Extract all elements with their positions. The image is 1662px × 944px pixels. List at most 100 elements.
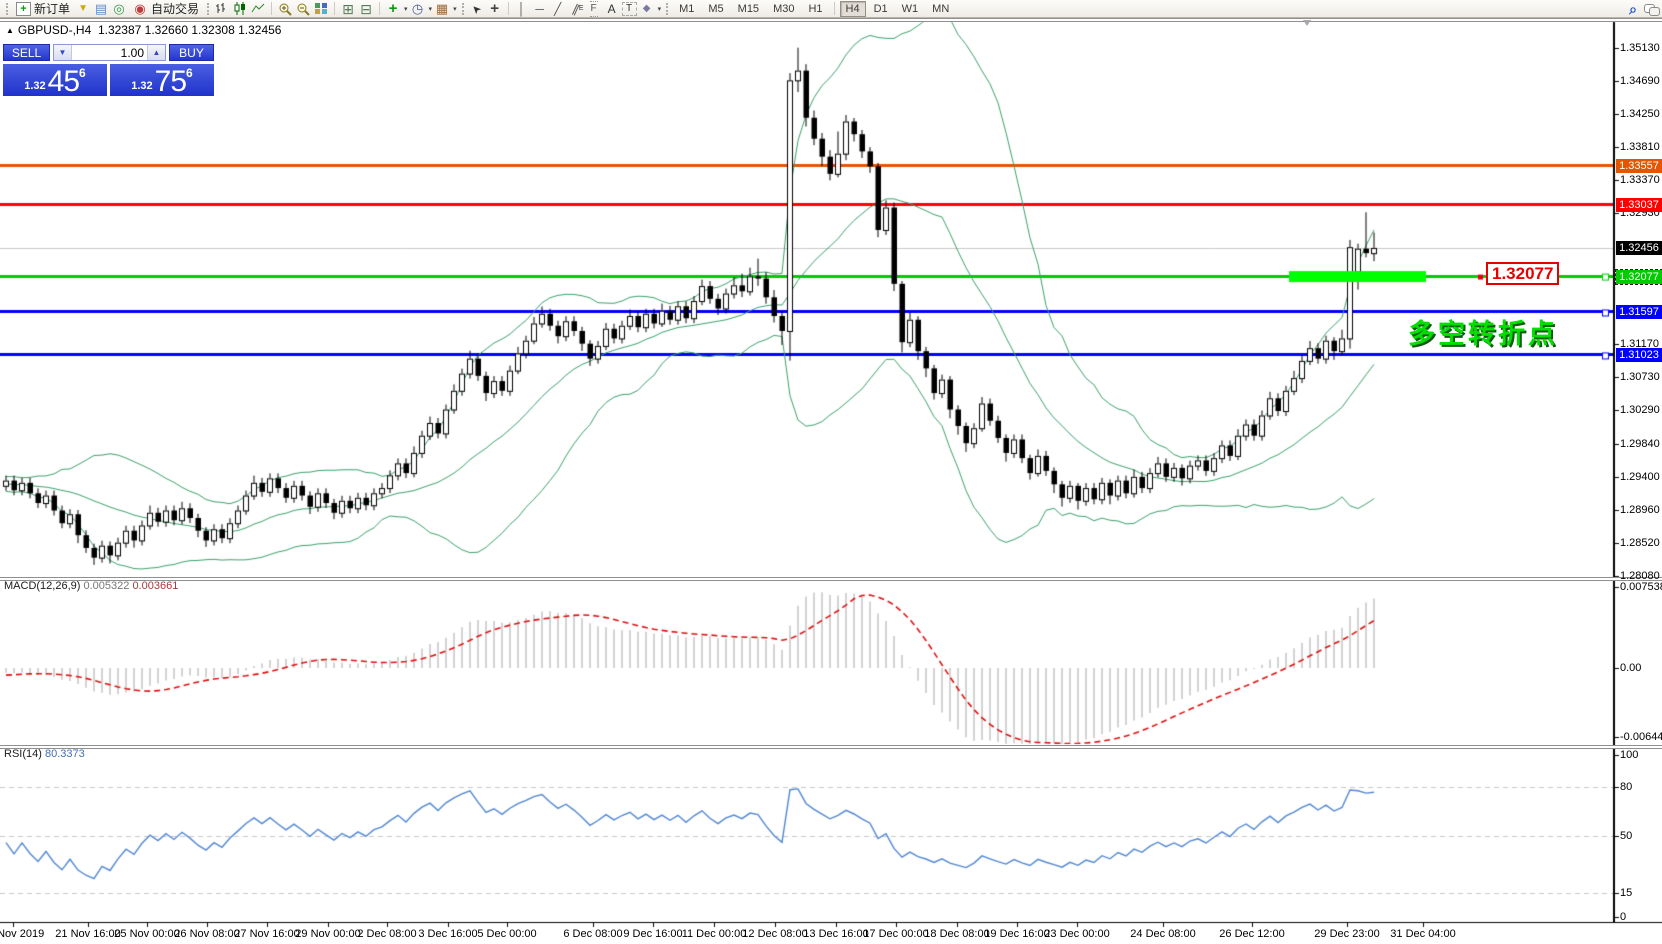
time-axis-label: 17 Dec 00:00 xyxy=(863,928,929,940)
toolbar-drag-handle xyxy=(461,2,464,15)
timeframe-m30[interactable]: M30 xyxy=(767,1,800,17)
arrows-tool-icon[interactable] xyxy=(639,2,655,16)
price-axis-label: 1.33370 xyxy=(1620,173,1660,186)
crosshair-icon[interactable] xyxy=(487,2,503,16)
trendline-tool-icon[interactable] xyxy=(550,2,566,16)
rsi-axis-label: 50 xyxy=(1620,830,1633,842)
zoom-out-icon[interactable] xyxy=(295,2,311,16)
pane-separator[interactable] xyxy=(0,577,1662,581)
timeframe-h1[interactable]: H1 xyxy=(802,1,828,17)
timeframe-w1[interactable]: W1 xyxy=(896,1,925,17)
timeframe-m1[interactable]: M1 xyxy=(673,1,700,17)
price-axis-label: 1.34250 xyxy=(1620,108,1660,121)
price-axis-label: 1.30290 xyxy=(1620,404,1660,417)
buy-price-point: 6 xyxy=(186,66,193,80)
time-axis-label: 20 Nov 2019 xyxy=(0,928,45,940)
timeframe-h4[interactable]: H4 xyxy=(839,0,866,17)
timeframe-m15[interactable]: M15 xyxy=(732,1,765,17)
time-axis-label: 23 Dec 00:00 xyxy=(1044,928,1110,940)
sell-price-point: 6 xyxy=(79,66,86,80)
price-level-tag[interactable]: 1.31023 xyxy=(1616,348,1662,363)
cursor-icon[interactable] xyxy=(469,2,485,16)
toolbar-separator xyxy=(833,2,835,15)
templates-icon[interactable] xyxy=(434,2,450,16)
volume-increase-button[interactable]: ▲ xyxy=(147,45,165,60)
toolbar-separator xyxy=(379,2,381,15)
macd-signal-value: 0.003661 xyxy=(132,580,179,592)
pane-separator[interactable] xyxy=(0,745,1662,749)
volume-decrease-button[interactable]: ▼ xyxy=(54,45,72,60)
chevron-down-icon[interactable]: ▾ xyxy=(404,5,408,13)
macd-axis-label: -0.006446 xyxy=(1620,731,1662,744)
price-level-tag[interactable]: 1.33557 xyxy=(1616,158,1662,173)
toolbar-drag-handle xyxy=(6,2,8,15)
buy-price-base: 1.32 xyxy=(131,80,153,92)
signals-icon[interactable] xyxy=(111,2,127,16)
time-axis-label: 31 Dec 04:00 xyxy=(1390,928,1456,940)
metaeditor-icon[interactable] xyxy=(93,2,109,16)
autotrading-button[interactable]: 自动交易 xyxy=(129,1,202,17)
price-axis-label: 1.35130 xyxy=(1620,42,1660,55)
new-order-button[interactable]: + 新订单 xyxy=(13,1,73,17)
chart-shift-marker[interactable] xyxy=(1303,20,1311,26)
price-axis-label: 1.31170 xyxy=(1620,338,1659,351)
price-axis-label: 1.29400 xyxy=(1620,470,1660,483)
chevron-down-icon[interactable]: ▾ xyxy=(657,5,662,13)
buy-price-display[interactable]: 1.32 75 6 xyxy=(110,64,214,97)
time-axis-label: 12 Dec 08:00 xyxy=(742,928,808,940)
buy-button[interactable]: BUY xyxy=(169,44,214,61)
one-click-trading-panel: SELL ▼ ▲ BUY 1.32 45 6 1.32 75 6 xyxy=(3,44,214,97)
insert-indicator-icon[interactable] xyxy=(385,2,401,16)
price-level-tag[interactable]: 1.33037 xyxy=(1616,197,1662,212)
toolbar-separator xyxy=(271,2,273,15)
collapse-icon[interactable]: ▲ xyxy=(6,26,14,35)
time-axis-label: 5 Dec 00:00 xyxy=(477,928,537,940)
zoom-in-icon[interactable] xyxy=(277,2,293,16)
time-axis-label: 2 Dec 08:00 xyxy=(357,928,417,940)
periods-icon[interactable] xyxy=(410,2,426,16)
line-chart-icon[interactable] xyxy=(250,2,266,16)
pane-separator xyxy=(0,18,1662,22)
turning-point-annotation[interactable]: 多空转折点 xyxy=(1408,319,1558,349)
alerts-icon[interactable] xyxy=(75,2,91,16)
candlestick-chart-icon[interactable] xyxy=(232,2,248,16)
volume-input[interactable] xyxy=(72,45,147,60)
text-tool-icon[interactable] xyxy=(604,2,620,16)
timeframe-d1[interactable]: D1 xyxy=(868,1,894,17)
volume-stepper: ▼ ▲ xyxy=(53,44,166,61)
horizontal-line-tool-icon[interactable] xyxy=(532,2,548,16)
rsi-axis-label: 0 xyxy=(1620,911,1627,923)
timeframe-mn[interactable]: MN xyxy=(926,1,955,17)
ohlc-values: 1.32387 1.32660 1.32308 1.32456 xyxy=(97,23,282,37)
fibonacci-tool-icon[interactable] xyxy=(586,2,602,16)
time-axis-label: 6 Dec 08:00 xyxy=(563,928,623,940)
time-axis-label: 13 Dec 16:00 xyxy=(803,928,869,940)
sell-price-display[interactable]: 1.32 45 6 xyxy=(3,64,107,97)
price-callout-label[interactable]: 1.32077 xyxy=(1486,262,1560,285)
price-axis-label: 1.28520 xyxy=(1620,536,1660,549)
price-level-tag[interactable]: 1.32077 xyxy=(1615,268,1662,285)
rsi-axis-label: 80 xyxy=(1620,781,1633,794)
toolbar-drag-handle xyxy=(666,2,669,15)
chevron-down-icon[interactable]: ▾ xyxy=(453,5,457,13)
toolbar: + 新订单 自动交易 ▾ xyxy=(0,0,1662,18)
time-axis-label: 24 Dec 08:00 xyxy=(1130,928,1196,940)
text-label-tool-icon[interactable] xyxy=(621,1,637,16)
vertical-line-tool-icon[interactable] xyxy=(514,2,530,16)
rsi-axis-label: 15 xyxy=(1620,886,1633,899)
chevron-down-icon[interactable]: ▾ xyxy=(428,5,433,13)
tile-windows-icon[interactable] xyxy=(313,2,329,16)
chat-icon[interactable] xyxy=(1643,2,1660,16)
chart-title: ▲ GBPUSD-,H4 1.32387 1.32660 1.32308 1.32… xyxy=(6,23,281,37)
indicator-window-add-icon[interactable] xyxy=(340,2,356,16)
equidistant-channel-icon[interactable] xyxy=(568,2,584,16)
indicator-window-remove-icon[interactable] xyxy=(358,2,374,16)
price-level-tag[interactable]: 1.31597 xyxy=(1616,305,1662,320)
timeframe-m5[interactable]: M5 xyxy=(702,1,729,17)
bar-chart-icon[interactable] xyxy=(214,2,230,16)
sell-button[interactable]: SELL xyxy=(3,44,50,61)
time-axis-label: 11 Dec 00:00 xyxy=(681,928,747,940)
search-icon[interactable] xyxy=(1625,2,1641,16)
